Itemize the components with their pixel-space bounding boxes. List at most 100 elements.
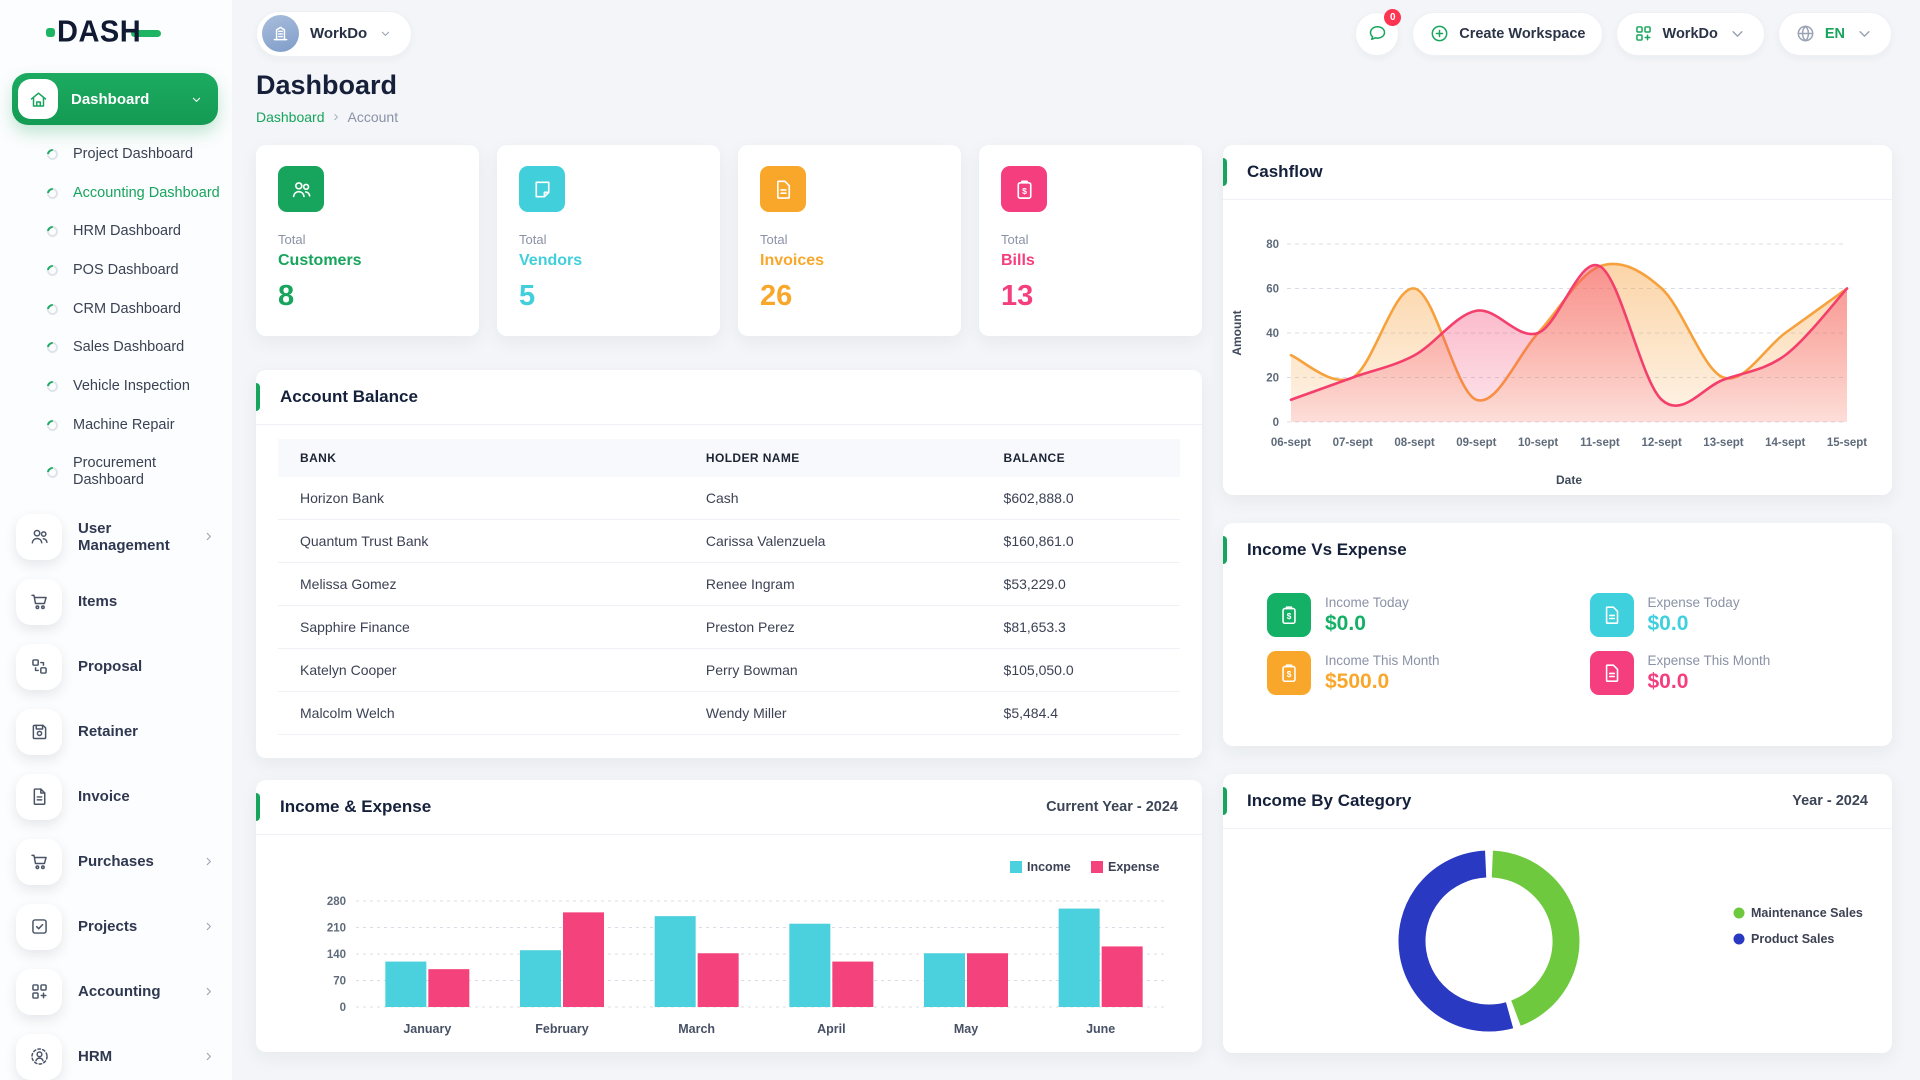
sidebar-item-proposal[interactable]: Proposal bbox=[0, 639, 232, 695]
sidebar-item-retainer[interactable]: Retainer bbox=[0, 704, 232, 760]
sidebar-item-invoice[interactable]: Invoice bbox=[0, 769, 232, 825]
svg-text:20: 20 bbox=[1266, 373, 1279, 385]
sidebar-item-crm-dashboard[interactable]: CRM Dashboard bbox=[0, 290, 232, 329]
svg-text:April: April bbox=[817, 1022, 845, 1036]
income-expense-panel: Income & Expense Current Year - 2024 0 70… bbox=[256, 780, 1202, 1052]
svg-text:$: $ bbox=[1022, 185, 1027, 195]
sidebar-item-accounting-dashboard[interactable]: Accounting Dashboard bbox=[0, 174, 232, 213]
sidebar-item-machine-repair[interactable]: Machine Repair bbox=[0, 406, 232, 445]
workspace-switcher[interactable]: WorkDo bbox=[256, 10, 413, 57]
svg-text:0: 0 bbox=[340, 1002, 346, 1014]
clipboard-dollar-icon: $ bbox=[1267, 651, 1311, 695]
table-row[interactable]: Horizon Bank Cash $602,888.0 bbox=[278, 477, 1180, 520]
workspace-menu-button[interactable]: WorkDo bbox=[1615, 11, 1765, 56]
income-vs-expense-header: Income Vs Expense bbox=[1223, 523, 1892, 577]
income-by-category-donut-chart[interactable]: Maintenance Sales Product Sales bbox=[1223, 829, 1892, 1054]
create-workspace-button[interactable]: Create Workspace bbox=[1412, 11, 1603, 56]
vendors-icon bbox=[519, 166, 565, 212]
sidebar-item-label: Sales Dashboard bbox=[73, 339, 185, 356]
svg-text:210: 210 bbox=[327, 923, 346, 935]
topbar-actions: 0 Create Workspace WorkDo EN bbox=[1355, 8, 1892, 56]
ive-tile-income-this-month: $ Income This Month $500.0 bbox=[1267, 651, 1546, 695]
sidebar-item-label: Proposal bbox=[78, 658, 143, 676]
sidebar-item-label: Machine Repair bbox=[73, 416, 175, 433]
svg-text:Maintenance Sales: Maintenance Sales bbox=[1751, 906, 1863, 920]
sidebar-item-accounting[interactable]: Accounting bbox=[0, 964, 232, 1020]
table-row[interactable]: Quantum Trust Bank Carissa Valenzuela $160… bbox=[278, 519, 1180, 563]
sidebar-item-pos-dashboard[interactable]: POS Dashboard bbox=[0, 251, 232, 290]
holder-name: Perry Bowman bbox=[683, 648, 982, 692]
chevron-right-icon bbox=[201, 529, 216, 544]
sidebar-groups: User Management Items Proposal Retainer Invo… bbox=[0, 509, 232, 1080]
sidebar-item-label: Items bbox=[78, 593, 118, 611]
svg-text:Expense: Expense bbox=[1108, 860, 1159, 874]
income-vs-expense-panel: Income Vs Expense $ Income Today $0.0 Expen… bbox=[1223, 523, 1892, 746]
right-column: Cashflow 0 20 40 60 80 06-sept 07-sept 08-sept 0… bbox=[1223, 145, 1892, 1053]
building-icon bbox=[262, 15, 299, 52]
cashflow-area-chart[interactable]: 0 20 40 60 80 06-sept 07-sept 08-sept 09-sept 10-… bbox=[1223, 200, 1892, 492]
users-icon bbox=[16, 513, 62, 560]
holder-name: Renee Ingram bbox=[683, 562, 982, 606]
retainer-icon bbox=[16, 708, 62, 755]
sidebar-item-user-management[interactable]: User Management bbox=[0, 509, 232, 565]
chevron-right-icon bbox=[201, 984, 216, 999]
account-balance-header: Account Balance bbox=[256, 370, 1202, 425]
sidebar-item-sales-dashboard[interactable]: Sales Dashboard bbox=[0, 328, 232, 367]
balance-value: $105,050.0 bbox=[981, 648, 1180, 692]
balance-value: $160,861.0 bbox=[981, 519, 1180, 563]
bills-icon: $ bbox=[1001, 166, 1047, 212]
breadcrumb-separator-icon: › bbox=[333, 108, 339, 125]
balance-value: $53,229.0 bbox=[981, 562, 1180, 606]
messages-button[interactable]: 0 bbox=[1355, 8, 1402, 56]
svg-text:70: 70 bbox=[333, 976, 346, 988]
income-expense-bar-chart[interactable]: 0 70 140 210 280 January February March April May… bbox=[256, 835, 1202, 1050]
sidebar-item-purchases[interactable]: Purchases bbox=[0, 834, 232, 890]
table-row[interactable]: Katelyn Cooper Perry Bowman $105,050.0 bbox=[278, 648, 1180, 692]
customers-icon bbox=[278, 166, 324, 212]
svg-text:10-sept: 10-sept bbox=[1518, 437, 1558, 449]
svg-text:$: $ bbox=[1287, 670, 1292, 679]
sidebar-item-label: Retainer bbox=[78, 723, 139, 741]
language-selector[interactable]: EN bbox=[1777, 11, 1892, 56]
holder-name: Wendy Miller bbox=[683, 691, 982, 735]
ive-label: Income Today bbox=[1325, 594, 1409, 610]
sidebar-item-dashboard[interactable]: Dashboard bbox=[12, 73, 218, 125]
spinner-icon bbox=[44, 339, 61, 356]
sidebar-item-hrm[interactable]: HRM bbox=[0, 1029, 232, 1080]
stat-card-vendors: Total Vendors 5 bbox=[497, 145, 720, 336]
table-row[interactable]: Melissa Gomez Renee Ingram $53,229.0 bbox=[278, 562, 1180, 606]
app-logo[interactable]: DASH bbox=[0, 0, 232, 59]
sidebar-item-procurement-dashboard[interactable]: Procurement Dashboard bbox=[0, 444, 232, 499]
svg-text:January: January bbox=[403, 1022, 451, 1036]
stat-value: 26 bbox=[760, 280, 793, 312]
sidebar-item-hrm-dashboard[interactable]: HRM Dashboard bbox=[0, 212, 232, 251]
svg-text:280: 280 bbox=[327, 896, 346, 908]
bank-name: Sapphire Finance bbox=[278, 605, 684, 649]
sidebar-item-vehicle-inspection[interactable]: Vehicle Inspection bbox=[0, 367, 232, 406]
spinner-icon bbox=[44, 464, 61, 480]
svg-text:07-sept: 07-sept bbox=[1333, 437, 1373, 449]
sidebar-item-label: Project Dashboard bbox=[73, 146, 194, 162]
bank-name: Katelyn Cooper bbox=[278, 648, 684, 692]
sidebar-item-projects[interactable]: Projects bbox=[0, 899, 232, 955]
table-row[interactable]: Sapphire Finance Preston Perez $81,653.3 bbox=[278, 605, 1180, 649]
svg-text:40: 40 bbox=[1266, 328, 1279, 340]
column-header-balance: BALANCE bbox=[981, 439, 1180, 477]
language-label: EN bbox=[1824, 25, 1845, 42]
table-row[interactable]: Malcolm Welch Wendy Miller $5,484.4 bbox=[278, 691, 1180, 735]
stat-label: Vendors bbox=[519, 252, 583, 269]
spinner-icon bbox=[44, 301, 61, 317]
create-workspace-label: Create Workspace bbox=[1459, 25, 1586, 42]
spinner-icon bbox=[44, 378, 61, 395]
svg-text:15-sept: 15-sept bbox=[1827, 437, 1867, 449]
chevron-right-icon bbox=[201, 854, 216, 869]
plus-circle-icon bbox=[1429, 23, 1450, 44]
sidebar-item-items[interactable]: Items bbox=[0, 574, 232, 630]
workspace-name: WorkDo bbox=[310, 25, 368, 42]
holder-name: Preston Perez bbox=[683, 605, 982, 649]
sidebar-item-label: HRM Dashboard bbox=[73, 223, 181, 240]
chevron-right-icon bbox=[201, 919, 216, 934]
sidebar-item-project-dashboard[interactable]: Project Dashboard bbox=[0, 135, 232, 174]
purchases-icon bbox=[16, 838, 62, 885]
breadcrumb-dashboard-link[interactable]: Dashboard bbox=[256, 108, 325, 125]
